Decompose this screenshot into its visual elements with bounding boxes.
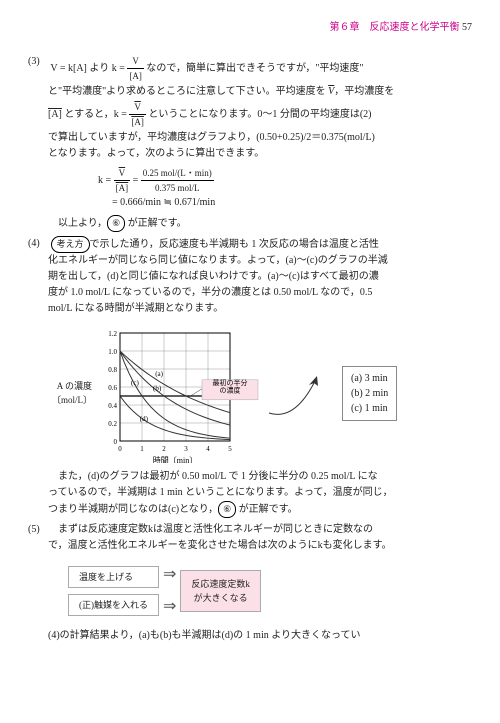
svg-text:5: 5 xyxy=(228,445,232,453)
q5-block: (5) まずは反応速度定数kは温度と活性化エネルギーが同じときに定数なの で，温… xyxy=(28,522,472,643)
svg-text:1: 1 xyxy=(140,445,144,453)
q4-result: つまり半減期が同じなのは(c)となり，⑥ が正解です。 xyxy=(48,501,472,518)
svg-text:0.8: 0.8 xyxy=(108,366,117,374)
page-header: 第６章 反応速度と化学平衡 57 xyxy=(28,20,472,36)
chart-answers: (a) 3 min (b) 2 min (c) 1 min xyxy=(342,366,397,421)
flow-diagram: 温度を上げる (正)触媒を入れる ⇒ ⇒ 反応速度定数kが大きくなる xyxy=(68,562,472,619)
svg-text:0.4: 0.4 xyxy=(108,402,117,410)
q3-num: (3) xyxy=(28,54,48,70)
svg-text:時間〔min〕: 時間〔min〕 xyxy=(153,456,197,463)
y-axis-label: A の濃度〔mol/L〕 xyxy=(52,379,92,408)
svg-text:4: 4 xyxy=(206,445,210,453)
flow-result: 反応速度定数kが大きくなる xyxy=(180,570,261,613)
q4-num: (4) xyxy=(28,236,48,252)
svg-text:0: 0 xyxy=(118,445,122,453)
svg-text:2: 2 xyxy=(162,445,166,453)
q3-block: (3) V = k[A] より k = V[A] なので，簡単に算出できそうです… xyxy=(28,54,472,232)
svg-text:3: 3 xyxy=(184,445,188,453)
q4-block: (4) 考え方で示した通り，反応速度も半減期も 1 次反応の場合は温度と活性 化… xyxy=(28,236,472,518)
svg-text:0: 0 xyxy=(114,438,118,446)
flow-box-catalyst: (正)触媒を入れる xyxy=(68,594,159,616)
q3-result: 以上より，⑥ が正解です。 xyxy=(58,215,472,232)
svg-text:0.2: 0.2 xyxy=(108,420,117,428)
concentration-chart: 00.20.40.60.81.01.2012345(a)(b)(c)(d)最初の… xyxy=(94,323,264,463)
chapter-title: 第６章 反応速度と化学平衡 xyxy=(330,22,460,33)
svg-text:(a): (a) xyxy=(155,371,163,379)
chart-row: A の濃度〔mol/L〕 0 0.2 0.4 0.6 0.8 1.0 1.2 0 1 2 3 4 5 (a… xyxy=(52,323,472,463)
arrow-icon xyxy=(264,363,324,423)
svg-text:(b): (b) xyxy=(153,385,162,393)
q3-text: V = k[A] より k = V[A] なので，簡単に算出できそうですが，"平… xyxy=(50,63,363,74)
svg-text:の濃度: の濃度 xyxy=(220,386,241,395)
think-label: 考え方 xyxy=(51,236,90,252)
svg-text:1.2: 1.2 xyxy=(108,330,117,338)
svg-text:(d): (d) xyxy=(140,416,149,424)
q4-answer: ⑥ xyxy=(218,501,236,517)
page: 第６章 反応速度と化学平衡 57 (3) V = k[A] より k = V[A… xyxy=(0,0,500,723)
q3-calc: k = V[A] = 0.25 mol/(L・min)0.375 mol/L =… xyxy=(98,166,472,212)
q5-num: (5) xyxy=(28,522,48,538)
page-number: 57 xyxy=(462,22,472,33)
arrow-icon: ⇒ xyxy=(163,594,176,620)
svg-text:1.0: 1.0 xyxy=(108,348,117,356)
svg-text:0.6: 0.6 xyxy=(108,384,117,392)
flow-box-temp: 温度を上げる xyxy=(68,566,159,588)
svg-text:(c): (c) xyxy=(131,380,139,388)
q3-answer: ⑥ xyxy=(107,215,125,231)
arrow-icon: ⇒ xyxy=(163,562,176,588)
